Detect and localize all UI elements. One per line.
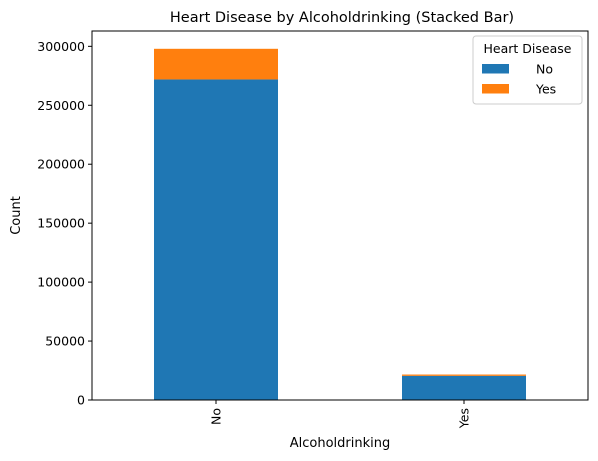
bar-no-series-1 bbox=[154, 48, 278, 80]
bar-yes-series-1 bbox=[402, 374, 526, 376]
y-tick-label: 250000 bbox=[37, 98, 85, 113]
y-tick-label: 0 bbox=[77, 393, 85, 408]
legend-swatch-yes bbox=[482, 84, 509, 94]
y-tick-label: 100000 bbox=[37, 275, 85, 290]
plot-frame bbox=[91, 30, 589, 401]
y-tick-label: 200000 bbox=[37, 157, 85, 172]
y-tick-label: 300000 bbox=[37, 39, 85, 54]
legend: Heart Disease No Yes bbox=[472, 35, 583, 105]
x-axis-label: Alcoholdrinking bbox=[290, 436, 391, 451]
bar-yes-series-0 bbox=[402, 375, 526, 400]
x-tick-label: Yes bbox=[457, 408, 472, 429]
y-tick-label: 50000 bbox=[45, 334, 85, 349]
legend-title: Heart Disease bbox=[484, 41, 572, 56]
y-tick-label: 150000 bbox=[37, 216, 85, 231]
bars-group bbox=[154, 48, 526, 400]
chart-title: Heart Disease by Alcoholdrinking (Stacke… bbox=[170, 10, 514, 26]
x-tick-label: No bbox=[209, 408, 224, 425]
x-axis: No Yes bbox=[209, 400, 472, 429]
legend-entry-yes: Yes bbox=[535, 82, 556, 97]
legend-swatch-no bbox=[482, 64, 509, 74]
y-axis-label: Count bbox=[9, 196, 24, 235]
y-axis: 0 50000 100000 150000 200000 250000 300000 bbox=[37, 39, 92, 408]
bar-no-series-0 bbox=[154, 79, 278, 400]
legend-entry-no: No bbox=[536, 62, 553, 77]
